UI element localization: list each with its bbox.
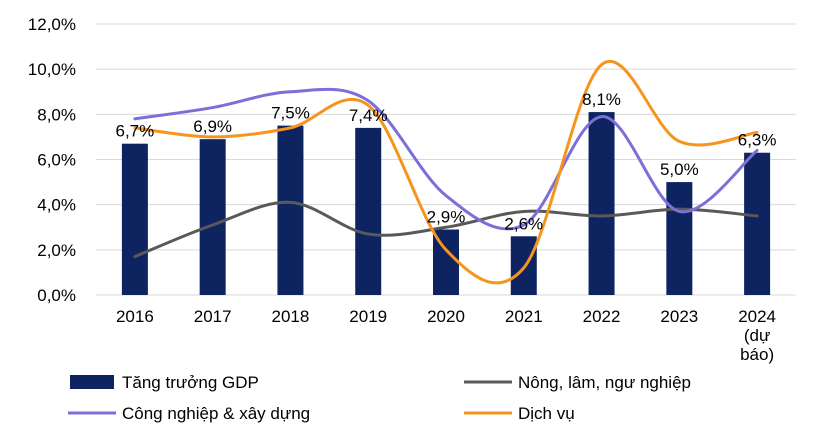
y-tick-label: 4,0% (37, 196, 76, 215)
x-tick-label: 2021 (505, 307, 543, 326)
x-tick-label: 2017 (194, 307, 232, 326)
bar (666, 182, 693, 295)
line-series (133, 60, 759, 285)
legend-label: Tăng trưởng GDP (122, 373, 259, 392)
bar (744, 152, 771, 295)
legend-label: Công nghiệp & xây dựng (122, 404, 310, 423)
y-tick-label: 10,0% (28, 60, 76, 79)
bar (121, 143, 148, 295)
bar-data-label: 6,7% (116, 122, 155, 141)
legend-swatch (70, 375, 114, 389)
series-line (133, 60, 759, 285)
y-tick-label: 0,0% (37, 286, 76, 305)
bar-data-labels: 6,7% 6,9% 7,5% 7,4% 2,9% 2,6% 8,1% 5,0% 6,3% (116, 90, 777, 233)
bar-data-label: 6,3% (738, 131, 777, 150)
x-tick-label: 2023 (660, 307, 698, 326)
bar-data-label: 7,4% (349, 106, 388, 125)
series-line (133, 87, 759, 231)
bar-data-label: 2,9% (427, 208, 466, 227)
bar (277, 125, 304, 295)
bar-data-label: 8,1% (582, 90, 621, 109)
legend: Tăng trưởng GDP Nông, lâm, ngư nghiệp Công… (68, 373, 691, 423)
bar-data-label: 5,0% (660, 160, 699, 179)
x-tick-label: 2016 (116, 307, 154, 326)
legend-label: Dịch vụ (518, 404, 575, 423)
series-line (133, 200, 759, 259)
x-axis-tick-labels: 2016 2017 2018 2019 2020 2021 2022 2023 2024 (dự b… (116, 307, 776, 364)
bar (355, 127, 382, 295)
x-tick-label: 2024 (dự báo) (738, 307, 776, 364)
bar-data-label: 6,9% (193, 117, 232, 136)
x-tick-label: 2022 (583, 307, 621, 326)
bar (588, 112, 615, 295)
x-tick-label: 2018 (272, 307, 310, 326)
bar-data-label: 7,5% (271, 104, 310, 123)
y-tick-label: 6,0% (37, 151, 76, 170)
y-tick-label: 2,0% (37, 241, 76, 260)
legend-item: Tăng trưởng GDP (70, 373, 259, 392)
bar-data-label: 2,6% (504, 214, 543, 233)
bar (199, 139, 226, 295)
y-tick-label: 8,0% (37, 105, 76, 124)
legend-item: Công nghiệp & xây dựng (68, 404, 310, 423)
legend-item: Nông, lâm, ngư nghiệp (464, 373, 691, 392)
y-axis-tick-labels: 0,0% 2,0% 4,0% 6,0% 8,0% 10,0% 12,0% (28, 15, 76, 305)
legend-item: Dịch vụ (464, 404, 575, 423)
bar-series (121, 112, 771, 295)
x-tick-label: 2019 (349, 307, 387, 326)
x-tick-label: 2020 (427, 307, 465, 326)
y-tick-label: 12,0% (28, 15, 76, 34)
legend-label: Nông, lâm, ngư nghiệp (518, 373, 691, 392)
